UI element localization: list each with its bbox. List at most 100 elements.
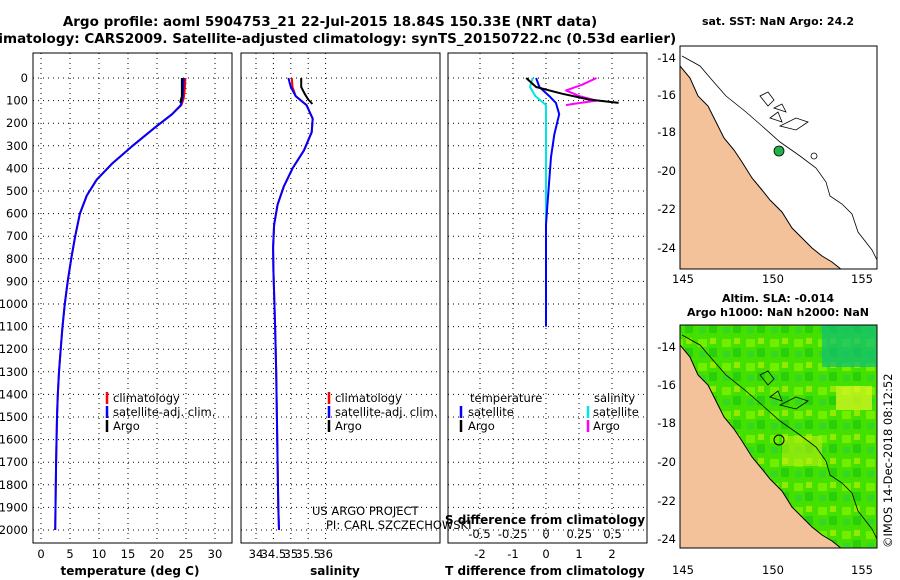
sst-lon-tick: 145 <box>672 272 694 286</box>
t-diff-argo-line <box>525 77 619 104</box>
salinity-x-tick: 35 <box>283 547 298 561</box>
legend-label: Argo <box>468 419 495 433</box>
sst-map-land <box>680 65 842 269</box>
sla-lon-tick: 145 <box>672 563 694 577</box>
sla-map-frame <box>679 324 878 549</box>
legend-title-salinity: salinity <box>594 391 635 405</box>
sla-lon-tick: 155 <box>851 563 873 577</box>
sst-lat-tick: -20 <box>657 164 676 178</box>
difference-series <box>525 77 619 327</box>
depth-tick: 800 <box>6 252 28 266</box>
legend-label: climatology <box>335 391 402 405</box>
depth-tick: 1000 <box>0 297 28 311</box>
sst-map-island <box>810 152 818 160</box>
sst-lat-tick: -24 <box>657 241 676 255</box>
sla-lon-tick: 150 <box>762 563 784 577</box>
sla-map <box>680 325 877 548</box>
salinity-series <box>272 77 314 531</box>
depth-tick: 900 <box>6 274 28 288</box>
imos-credit: ©IMOS 14-Dec-2018 08:12:52 <box>881 373 895 548</box>
t-diff-x-tick: -1 <box>507 547 518 561</box>
sla-map-reef-edge <box>681 334 877 540</box>
sst-lat-tick: -18 <box>657 125 676 139</box>
depth-tick: 700 <box>6 229 28 243</box>
t-diff-x-tick: 0 <box>542 547 549 561</box>
difference-grid <box>448 53 647 543</box>
sla-lat-tick: -22 <box>657 494 676 508</box>
sla-map-lat-ticks: -14 -16 -18 -20 -22 -24 <box>657 340 676 546</box>
sst-map-frame <box>679 45 878 270</box>
legend-label: satellite-adj. clim. <box>113 405 215 419</box>
difference-legend: temperature satellite Argo salinity sate… <box>459 391 639 433</box>
salinity-legend: climatology satellite-adj. clim. Argo <box>327 391 437 433</box>
temperature-x-tick: 5 <box>66 547 73 561</box>
figure-title-line2: Climatology: CARS2009. Satellite-adjuste… <box>0 31 676 47</box>
sla-lat-tick: -24 <box>657 532 676 546</box>
sst-lat-tick: -16 <box>657 88 676 102</box>
sla-map-lon-ticks: 145 150 155 <box>672 563 873 577</box>
sla-argo-float-marker <box>773 434 785 446</box>
temperature-satellite-line <box>54 77 185 531</box>
depth-tick: 200 <box>6 116 28 130</box>
temperature-panel-frame <box>32 52 233 544</box>
temperature-x-label: temperature (deg C) <box>61 564 200 578</box>
sla-map-low-anomaly <box>822 325 877 367</box>
t-diff-x-tick: 1 <box>575 547 582 561</box>
argo-float-marker <box>773 145 785 157</box>
depth-tick: 1200 <box>0 342 28 356</box>
legend-label: satellite-adj. clim. <box>335 405 437 419</box>
temperature-x-tick: 20 <box>150 547 165 561</box>
salinity-grid <box>241 53 440 543</box>
salinity-x-tick: 36 <box>318 547 333 561</box>
depth-tick: 400 <box>6 161 28 175</box>
salinity-argo-line <box>300 78 314 105</box>
sla-map-title-line2: Argo h1000: NaN h2000: NaN <box>687 306 869 319</box>
sst-map-lat-ticks: -14 -16 -18 -20 -22 -24 <box>657 51 676 255</box>
temperature-climatology-line <box>54 77 187 531</box>
temperature-x-ticks: 0 5 10 15 20 25 30 <box>37 547 222 561</box>
sla-lat-tick: -16 <box>657 378 676 392</box>
depth-tick: 1400 <box>0 387 28 401</box>
sst-lon-tick: 155 <box>851 272 873 286</box>
temperature-grid <box>33 53 232 543</box>
figure-title-line1: Argo profile: aoml 5904753_21 22-Jul-201… <box>63 14 597 30</box>
t-diff-x-label: T difference from climatology <box>445 564 645 578</box>
s-diff-x-ticks: -0.5 -0.25 0 0.25 0.5 <box>468 527 621 541</box>
sla-lat-tick: -18 <box>657 416 676 430</box>
s-diff-argo-line <box>565 77 598 107</box>
salinity-x-ticks: 34 34.5 35 35.5 36 <box>249 547 333 561</box>
temperature-legend: climatology satellite-adj. clim. Argo <box>105 391 215 433</box>
sla-map-reefs <box>759 370 809 410</box>
sla-map-title-line1: Altim. SLA: -0.014 <box>722 292 834 305</box>
sst-map-reefs <box>759 91 809 131</box>
s-diff-x-tick: 0 <box>542 527 549 541</box>
s-diff-x-tick: -0.25 <box>498 527 528 541</box>
salinity-x-tick: 35.5 <box>295 547 321 561</box>
depth-tick: 1100 <box>0 320 28 334</box>
depth-tick: 300 <box>6 139 28 153</box>
t-diff-satellite-line <box>535 77 561 327</box>
sla-map-high-anomaly <box>782 436 822 466</box>
difference-panel-frame <box>447 52 648 544</box>
t-diff-x-tick: 2 <box>608 547 615 561</box>
sla-lat-tick: -20 <box>657 455 676 469</box>
sst-lat-tick: -22 <box>657 202 676 216</box>
sla-map-high-anomaly <box>836 386 872 410</box>
s-diff-satellite-line <box>529 77 547 327</box>
sla-map-land <box>680 344 842 548</box>
salinity-panel-frame <box>240 52 441 544</box>
credit-pi: PI: CARL SZCZECHOWSKI <box>326 518 472 532</box>
sst-map-title: sat. SST: NaN Argo: 24.2 <box>702 15 854 28</box>
credit-project: US ARGO PROJECT <box>312 504 420 518</box>
temperature-x-tick: 25 <box>179 547 194 561</box>
depth-tick: 1500 <box>0 410 28 424</box>
depth-tick: 1800 <box>0 478 28 492</box>
depth-axis: 0 100 200 300 400 500 600 700 800 900 10… <box>0 71 28 537</box>
legend-label: Argo <box>593 419 620 433</box>
sst-lat-tick: -14 <box>657 51 676 65</box>
temperature-argo-line <box>179 78 183 104</box>
s-diff-x-tick: 0.5 <box>603 527 621 541</box>
legend-label: climatology <box>113 391 180 405</box>
sst-map <box>680 46 877 269</box>
